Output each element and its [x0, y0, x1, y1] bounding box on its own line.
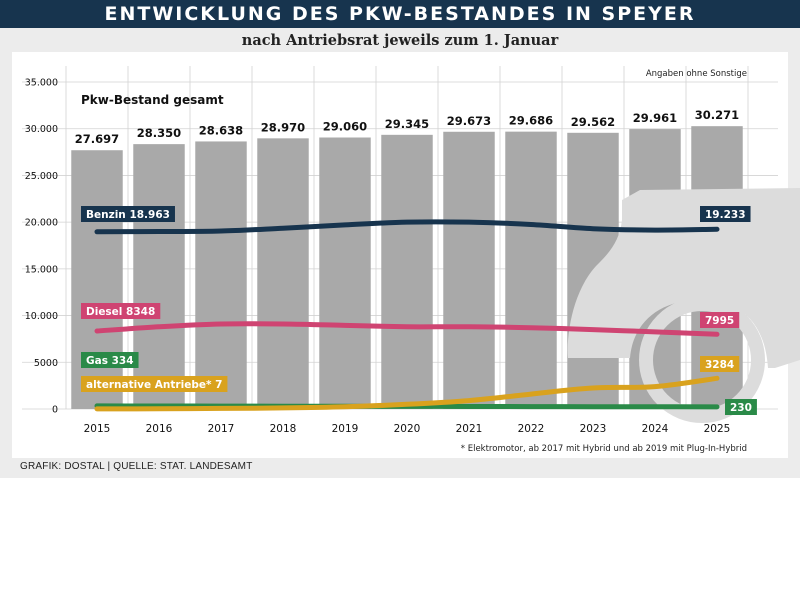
x-tick-label: 2019: [332, 423, 359, 435]
series-start-label: alternative Antriebe* 7: [86, 379, 222, 391]
series-lines: [94, 219, 720, 412]
series-end-tag: [700, 356, 740, 372]
series-line-diesel: [94, 321, 720, 337]
x-tick-label: 2015: [84, 423, 111, 435]
chart-subtitle: nach Antriebsrat jeweils zum 1. Januar: [241, 32, 559, 49]
series-end-label: 19.233: [705, 209, 746, 221]
bar-2018: [257, 138, 309, 409]
bar-2022: [505, 131, 557, 409]
y-tick-label: 5000: [34, 358, 58, 369]
bar-value-label: 28.350: [137, 126, 181, 140]
bar-value-label: 29.060: [323, 119, 367, 133]
series-line-alternativeantriebe: [94, 375, 720, 412]
x-tick-label: 2018: [270, 423, 297, 435]
series-end-tag: [700, 312, 740, 328]
x-tick-label: 2021: [456, 423, 483, 435]
series-end-tag: [700, 206, 751, 222]
series-line-benzin: [94, 219, 720, 235]
series-end-label: 230: [730, 402, 752, 414]
y-tick-label: 20.000: [25, 218, 58, 229]
series-start-label: Benzin 18.963: [86, 209, 170, 221]
series-start-label: Gas 334: [86, 355, 134, 367]
series-end-tag: [725, 399, 757, 415]
plot-heading: Pkw-Bestand gesamt: [81, 93, 224, 107]
bar-2021: [443, 131, 495, 409]
y-tick-label: 35.000: [25, 78, 58, 89]
series-start-tag: [81, 303, 161, 319]
bars: 27.697 28.350 28.638 28.970 29.060 29.345 29.6…: [71, 108, 743, 409]
bar-value-label: 27.697: [75, 132, 119, 146]
x-tick-label: 2016: [146, 423, 173, 435]
x-tick-label: 2025: [704, 423, 731, 435]
bar-2017: [195, 141, 247, 409]
bar-2016: [133, 144, 185, 409]
bar-2019: [319, 137, 371, 409]
car-silhouette-icon: [567, 188, 800, 368]
y-tick-label: 10.000: [25, 311, 58, 322]
chart-canvas: 27.697 28.350 28.638 28.970 29.060 29.345 29.6…: [12, 52, 800, 458]
infographic: ENTWICKLUNG DES PKW-BESTANDES IN SPEYER …: [0, 0, 800, 478]
bar-value-label: 30.271: [695, 108, 739, 122]
x-tick-label: 2020: [394, 423, 421, 435]
x-tick-label: 2022: [518, 423, 545, 435]
series-start-tag: [81, 352, 139, 368]
series-start-tag: [81, 206, 175, 222]
bar-2020: [381, 134, 433, 409]
footnote: * Elektromotor, ab 2017 mit Hybrid und a…: [461, 444, 747, 454]
y-tick-label: 15.000: [25, 264, 58, 275]
axes: 0 5000 10.000 15.000 20.000 25.000 30.000 35.00…: [25, 78, 731, 436]
series-end-label: 3284: [705, 359, 734, 371]
series-labels: Benzin 18.963 19.233 Diesel 8348 7995 Gas 33…: [81, 206, 757, 415]
y-tick-label: 25.000: [25, 171, 58, 182]
bar-value-label: 28.970: [261, 120, 305, 134]
note-top: Angaben ohne Sonstige: [646, 69, 747, 79]
series-start-label: Diesel 8348: [86, 306, 155, 318]
source-credit: GRAFIK: DOSTAL | QUELLE: STAT. LANDESAMT: [20, 461, 253, 472]
bar-value-label: 29.686: [509, 114, 553, 128]
series-end-label: 7995: [705, 315, 734, 327]
x-tick-label: 2024: [642, 423, 669, 435]
bar-value-label: 28.638: [199, 123, 243, 137]
series-start-tag: [81, 376, 228, 392]
bar-value-label: 29.562: [571, 115, 615, 129]
y-tick-label: 30.000: [25, 124, 58, 135]
chart-title: ENTWICKLUNG DES PKW-BESTANDES IN SPEYER: [0, 0, 800, 28]
x-tick-label: 2017: [208, 423, 235, 435]
bar-2015: [71, 150, 123, 409]
y-tick-label: 0: [52, 405, 58, 416]
bar-value-label: 29.673: [447, 114, 491, 128]
bar-value-label: 29.961: [633, 111, 677, 125]
x-tick-label: 2023: [580, 423, 607, 435]
car-wheel-icon: [639, 297, 765, 423]
bar-value-label: 29.345: [385, 117, 429, 131]
